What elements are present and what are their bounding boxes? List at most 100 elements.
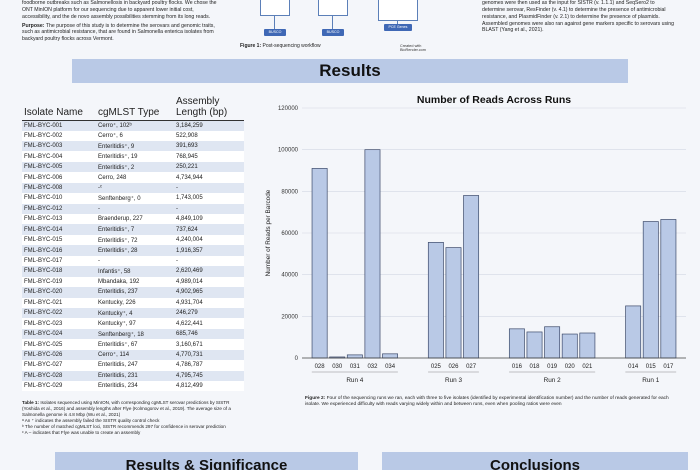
purpose-text: The purpose of this study is to determin… — [22, 22, 215, 43]
table-row: FML-BYC-023 Kentucky⁺, 97 4,622,441 — [22, 318, 244, 329]
group-label: Run 3 — [445, 377, 462, 384]
results-heading: Results — [319, 61, 381, 80]
table-row: FML-BYC-003 Enteritidis⁺, 9 391,693 — [22, 140, 244, 152]
assembly-length-cell: 522,908 — [174, 130, 244, 141]
table-row: FML-BYC-010 Senftenberg⁺, 0 1,743,005 — [22, 193, 244, 204]
bar-run-4-031 — [346, 354, 363, 359]
group-label: Run 4 — [346, 377, 363, 384]
biorender-credit: Created with BioRender.com — [400, 44, 426, 52]
table-row: FML-BYC-027 Enteritidis, 247 4,786,787 — [22, 360, 244, 371]
workflow-figure: BUSCO BUSCO PCE Genes Figure 1: Post-seq… — [232, 0, 442, 60]
table-row: FML-BYC-028 Enteritidis, 231 4,795,745 — [22, 370, 244, 382]
assembly-length-cell: - — [174, 182, 244, 194]
assembly-length-cell: 3,160,671 — [174, 339, 244, 350]
isolate-name-cell: FML-BYC-003 — [22, 140, 96, 152]
assembly-length-cell: 4,989,014 — [174, 276, 244, 288]
table-row: FML-BYC-005 Enteritidis⁺, 2 250,221 — [22, 161, 244, 173]
isolate-name-cell: FML-BYC-018 — [22, 266, 96, 277]
x-tick-label: 015 — [646, 364, 657, 370]
cgmlst-cell: Enteritidis, 234 — [96, 381, 174, 392]
assembly-length-cell: - — [174, 255, 244, 267]
isolate-name-cell: FML-BYC-017 — [22, 255, 96, 267]
bar-run-1-017 — [660, 219, 677, 359]
x-tick-label: 019 — [547, 364, 558, 370]
bar-run-1-015 — [642, 221, 659, 359]
isolate-name-cell: FML-BYC-029 — [22, 381, 96, 392]
chart-title: Number of Reads Across Runs — [417, 94, 571, 106]
workflow-box — [318, 0, 348, 16]
isolate-name-cell: FML-BYC-024 — [22, 328, 96, 340]
intro-text-column: foodborne outbreaks such as Salmonellosi… — [22, 0, 218, 45]
table-row: FML-BYC-022 Kentucky⁺, 4 246,279 — [22, 307, 244, 319]
cgmlst-cell: Enteritidis, 237 — [96, 287, 174, 298]
figure2-caption: Figure 2: Four of the sequencing runs we… — [305, 396, 685, 408]
assembly-length-cell: 246,279 — [174, 307, 244, 319]
table-row: FML-BYC-015 Enteritidis⁺, 72 4,240,004 — [22, 234, 244, 246]
col-header-isolate: Isolate Name — [22, 97, 96, 121]
table1-note-c: ᶜ A – indicates that Flye was unable to … — [22, 429, 141, 435]
cgmlst-cell: Kentucky⁺, 4 — [96, 307, 174, 319]
assembly-length-cell: 4,622,441 — [174, 318, 244, 329]
workflow-connector — [332, 16, 333, 29]
intro-paragraph: foodborne outbreaks such as Salmonellosi… — [22, 0, 217, 20]
methods-paragraph: genomes were then used as the input for … — [482, 0, 675, 34]
isolate-name-cell: FML-BYC-026 — [22, 349, 96, 361]
table-row: FML-BYC-019 Mbandaka, 192 4,989,014 — [22, 276, 244, 288]
assembly-length-cell: 737,624 — [174, 224, 244, 235]
table1-label: Table 1: — [22, 400, 40, 405]
isolate-name-cell: FML-BYC-021 — [22, 297, 96, 308]
isolate-name-cell: FML-BYC-015 — [22, 234, 96, 246]
table-header-row: Isolate Name cgMLST Type Assembly Length… — [22, 96, 244, 121]
table1-note-a: ᵃ An ⁺ indicates the assembly failed the… — [22, 417, 160, 423]
y-tick-label: 60000 — [281, 231, 298, 237]
group-label: Run 2 — [544, 377, 561, 384]
table1-note-b: ᵇ The number of matched cgMLST loci, SIS… — [22, 423, 226, 429]
y-tick-label: 80000 — [281, 189, 298, 195]
table-row: FML-BYC-020 Enteritidis, 237 4,902,965 — [22, 287, 244, 298]
bar-run-4-028 — [311, 168, 328, 359]
cgmlst-cell: Senftenberg⁺, 0 — [96, 193, 174, 204]
x-tick-label: 027 — [466, 364, 477, 370]
cgmlst-cell: Enteritidis⁺, 7 — [96, 224, 174, 235]
x-tick-label: 034 — [385, 364, 396, 370]
table1-text: Isolates sequenced using MinION, with co… — [22, 400, 231, 417]
table-row: FML-BYC-017- - — [22, 255, 244, 267]
isolate-name-cell: FML-BYC-002 — [22, 130, 96, 141]
conclusions-heading: Conclusions — [489, 457, 580, 470]
cgmlst-cell: Enteritidis, 231 — [96, 370, 174, 382]
results-banner: Results — [72, 59, 628, 83]
isolate-name-cell: FML-BYC-027 — [22, 360, 96, 371]
cgmlst-cell: Braenderup, 227 — [96, 214, 174, 225]
assembly-length-cell: 4,734,944 — [174, 172, 244, 183]
cgmlst-cell: Senftenberg⁺, 18 — [96, 328, 174, 340]
table-row: FML-BYC-006 Cerro, 248 4,734,944 — [22, 172, 244, 183]
figure2-label: Figure 2: — [305, 396, 326, 401]
cgmlst-cell: Cerro⁺, 114 — [96, 349, 174, 361]
figure2-text: Four of the sequencing runs we ran, each… — [305, 396, 669, 408]
x-tick-label: 017 — [663, 364, 674, 370]
isolate-name-cell: FML-BYC-005 — [22, 161, 96, 173]
assembly-length-cell: 3,184,259 — [174, 120, 244, 131]
reads-chart-svg: Number of Reads Across Runs 0 20000 40000 60… — [265, 94, 686, 384]
cgmlst-cell: - — [96, 255, 174, 267]
table-row: FML-BYC-001 Cerro⁺, 102ᵇ 3,184,259 — [22, 120, 244, 131]
table-row: FML-BYC-025 Enteritidis⁺, 67 3,160,671 — [22, 339, 244, 350]
isolate-name-cell: FML-BYC-013 — [22, 214, 96, 225]
col-header-assembly-length: Assembly Length (bp) — [174, 96, 244, 121]
y-tick-label: 40000 — [281, 273, 298, 279]
bar-run-1-014 — [625, 305, 642, 359]
methods-text-column: genomes were then used as the input for … — [482, 0, 678, 34]
bar-run-3-027 — [463, 195, 480, 359]
figure1-text: Post-sequencing workflow — [262, 43, 321, 49]
assembly-length-cell: 391,693 — [174, 140, 244, 152]
conclusions-banner: Conclusions — [382, 452, 688, 470]
reads-chart: Number of Reads Across Runs 0 20000 40000 60… — [258, 88, 690, 398]
assembly-length-cell: 1,916,357 — [174, 245, 244, 256]
workflow-box — [378, 0, 418, 21]
x-tick-label: 026 — [448, 364, 459, 370]
isolate-name-cell: FML-BYC-016 — [22, 245, 96, 256]
bar-run-2-016 — [508, 328, 525, 359]
assembly-length-cell: 4,770,731 — [174, 349, 244, 361]
y-tick-label: 100000 — [278, 148, 299, 154]
isolate-name-cell: FML-BYC-019 — [22, 276, 96, 288]
